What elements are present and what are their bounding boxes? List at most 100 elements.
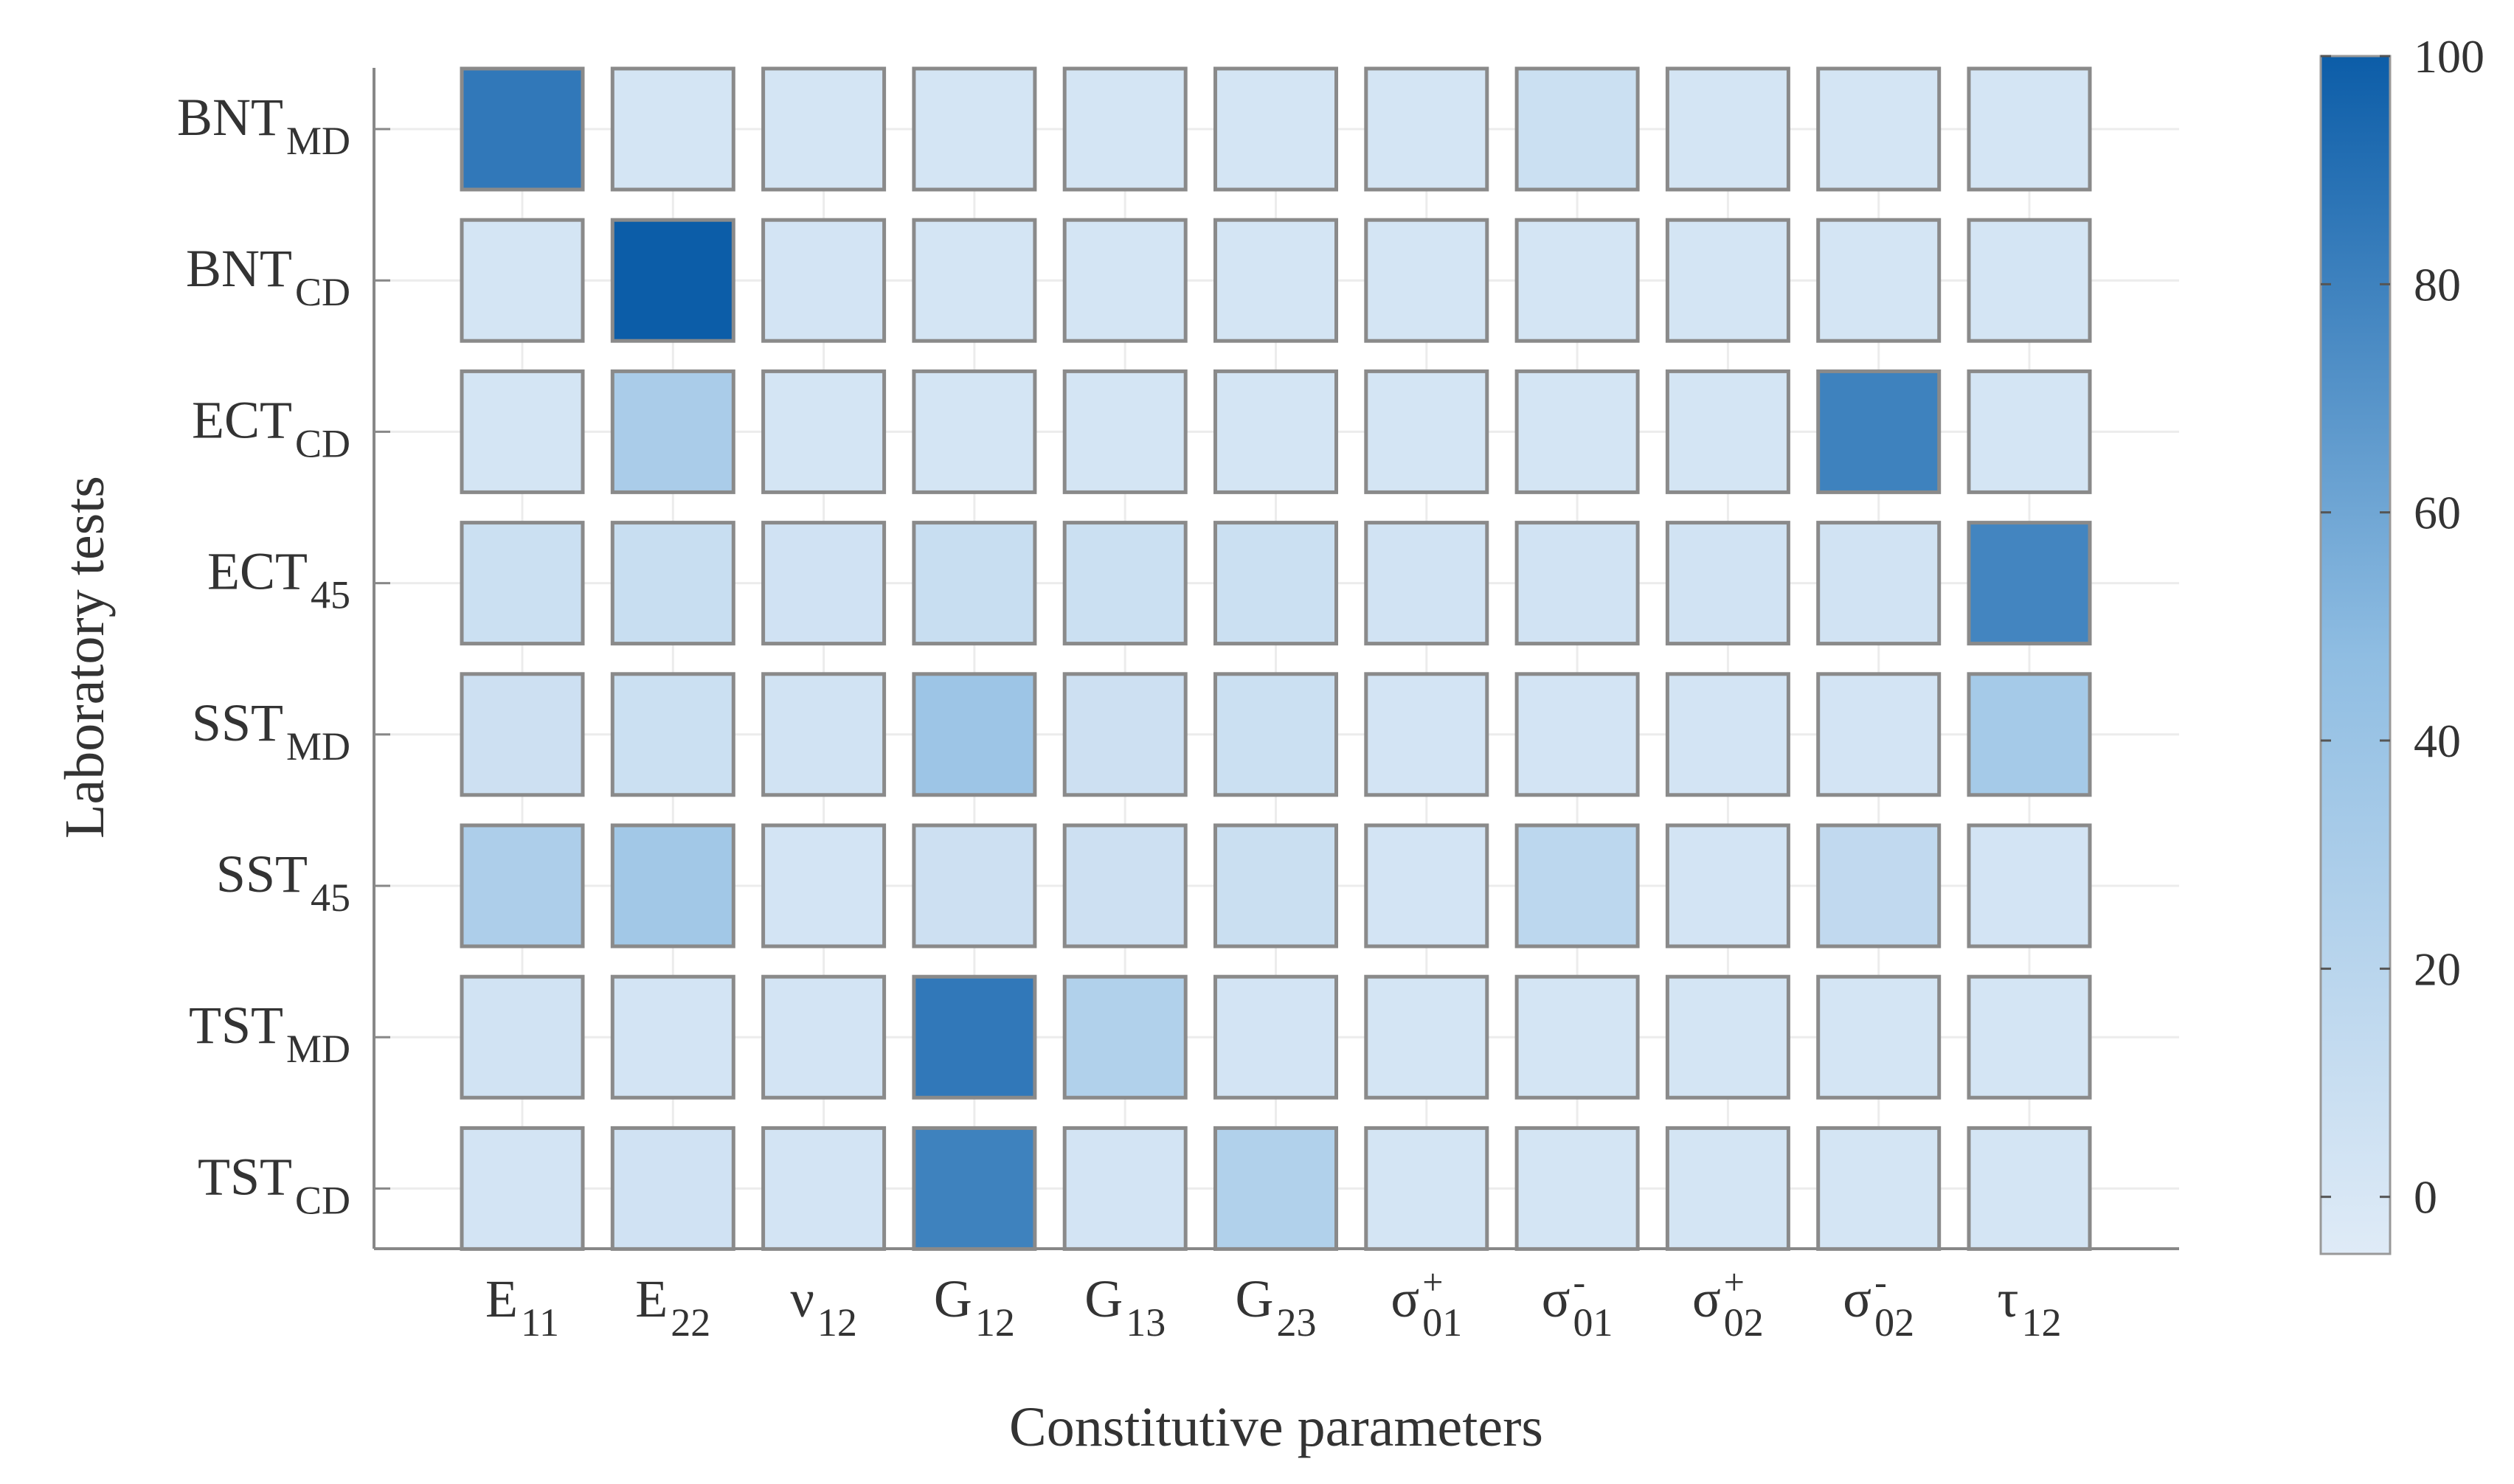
heatmap-cell — [460, 66, 585, 192]
heatmap-cell — [1665, 974, 1790, 1100]
heatmap-cell — [460, 1126, 585, 1251]
heatmap-cell — [610, 823, 735, 949]
label-base: SST — [216, 845, 308, 904]
tick-label: SST 45 — [216, 845, 350, 920]
tick-label: G 13 — [1084, 1269, 1166, 1345]
heatmap-cell — [610, 672, 735, 797]
colorbar-tick-label: 100 — [2414, 30, 2484, 83]
heatmap-cell — [610, 1126, 735, 1251]
tick-label: σ +01 — [1391, 1261, 1462, 1345]
heatmap-cell — [1967, 1126, 2092, 1251]
heatmap-cell — [761, 823, 887, 949]
heatmap-cell — [1213, 66, 1338, 192]
tick-label: ECT 45 — [207, 542, 350, 617]
heatmap-cell — [1514, 1126, 1640, 1251]
heatmap-cell — [610, 974, 735, 1100]
heatmap-cell — [460, 218, 585, 343]
tick-label: TST CD — [198, 1147, 350, 1222]
label-base: E — [485, 1269, 518, 1328]
label-sub: 11 — [521, 1300, 559, 1345]
heatmap-cell — [1816, 974, 1942, 1100]
tick-label: σ -02 — [1843, 1261, 1914, 1345]
heatmap-cell — [761, 369, 887, 494]
label-sub: CD — [295, 1178, 350, 1222]
label-sub: MD — [286, 1027, 350, 1071]
heatmap-cell — [1364, 823, 1489, 949]
tick-label: BNT CD — [186, 239, 350, 314]
heatmap-cell — [1967, 521, 2092, 646]
tick-label: G 23 — [1236, 1269, 1317, 1345]
heatmap-cell — [1213, 974, 1338, 1100]
label-base: TST — [189, 996, 283, 1055]
label-sub: MD — [286, 119, 350, 163]
heatmap-cell — [761, 521, 887, 646]
label-sub: 02 — [1724, 1300, 1764, 1345]
heatmap-cell — [1514, 66, 1640, 192]
heatmap-cell — [1665, 672, 1790, 797]
heatmap-cell — [1062, 823, 1188, 949]
heatmap-cell — [1816, 369, 1942, 494]
heatmap-cell — [610, 218, 735, 343]
label-base: ν — [790, 1269, 814, 1328]
tick-label: E 11 — [485, 1269, 559, 1345]
colorbar-tick-label: 60 — [2414, 487, 2461, 539]
tick-label: E 22 — [635, 1269, 710, 1345]
heatmap-cell — [1514, 369, 1640, 494]
heatmap-cell — [761, 218, 887, 343]
heatmap-cell — [1514, 521, 1640, 646]
tick-label: TST MD — [189, 996, 350, 1071]
label-base: G — [1236, 1269, 1274, 1328]
label-base: σ — [1843, 1269, 1871, 1328]
tick-label: σ -01 — [1542, 1261, 1613, 1345]
heatmap-cell — [1967, 369, 2092, 494]
label-sub: 45 — [311, 876, 350, 920]
heatmap-cell — [761, 1126, 887, 1251]
heatmap-cell — [1816, 521, 1942, 646]
heatmap-cell — [1665, 823, 1790, 949]
heatmap-cell — [1062, 369, 1188, 494]
tick-label: SST MD — [192, 693, 350, 769]
label-sup: + — [1422, 1261, 1443, 1303]
heatmap-cell — [610, 66, 735, 192]
heatmap-cell — [1062, 66, 1188, 192]
heatmap-cell — [1062, 672, 1188, 797]
label-sub: 12 — [817, 1300, 857, 1345]
label-sub: 45 — [311, 573, 350, 617]
colorbar-tick-label: 20 — [2414, 943, 2461, 995]
label-sub: 12 — [975, 1300, 1015, 1345]
heatmap-cell — [1967, 218, 2092, 343]
heatmap-cell — [1967, 66, 2092, 192]
label-base: τ — [1998, 1269, 2019, 1328]
heatmap-cell — [1514, 218, 1640, 343]
label-base: TST — [198, 1147, 292, 1206]
tick-label: τ 12 — [1998, 1269, 2062, 1345]
label-sub: 12 — [2021, 1300, 2061, 1345]
heatmap-cell — [1816, 1126, 1942, 1251]
tick-label: ν 12 — [790, 1269, 857, 1345]
heatmap-cell — [1816, 672, 1942, 797]
heatmap-cell — [1364, 974, 1489, 1100]
heatmap-cell — [1514, 672, 1640, 797]
label-base: σ — [1542, 1269, 1571, 1328]
heatmap-cell — [1967, 974, 2092, 1100]
label-base: G — [1084, 1269, 1123, 1328]
heatmap-cell — [1967, 823, 2092, 949]
heatmap-cell — [1665, 66, 1790, 192]
heatmap-cell — [1364, 218, 1489, 343]
heatmap-cell — [1816, 66, 1942, 192]
heatmap-cell — [761, 672, 887, 797]
heatmap-cell — [1364, 521, 1489, 646]
x-axis-title: Constitutive parameters — [1009, 1396, 1543, 1458]
label-base: ECT — [207, 542, 308, 601]
heatmap-cell — [912, 823, 1037, 949]
heatmap-cell — [1364, 1126, 1489, 1251]
label-base: σ — [1692, 1269, 1721, 1328]
heatmap-cell — [1213, 823, 1338, 949]
label-sub: 01 — [1422, 1300, 1462, 1345]
colorbar-tick-label: 0 — [2414, 1171, 2437, 1224]
label-sup: + — [1724, 1261, 1745, 1303]
label-sub: 23 — [1277, 1300, 1317, 1345]
heatmap-cell — [460, 672, 585, 797]
